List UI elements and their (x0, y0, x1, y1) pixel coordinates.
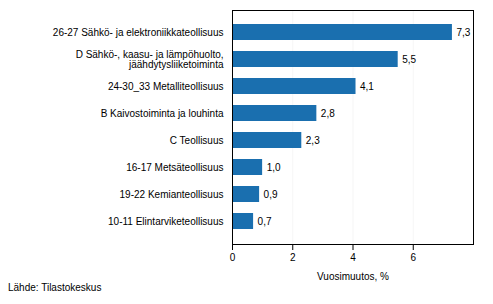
svg-text:5,5: 5,5 (402, 54, 416, 65)
svg-text:0: 0 (230, 252, 236, 263)
svg-text:2: 2 (290, 252, 296, 263)
svg-text:16-17 Metsäteollisuus: 16-17 Metsäteollisuus (126, 162, 223, 173)
svg-text:10-11 Elintarviketeollisuus: 10-11 Elintarviketeollisuus (108, 216, 223, 227)
svg-text:0,7: 0,7 (258, 216, 272, 227)
svg-text:6: 6 (410, 252, 416, 263)
svg-text:C Teollisuus: C Teollisuus (170, 135, 224, 146)
svg-text:19-22 Kemianteollisuus: 19-22 Kemianteollisuus (120, 189, 224, 200)
svg-text:D Sähkö-, kaasu- ja lämpöhuolt: D Sähkö-, kaasu- ja lämpöhuolto,jäähdyty… (76, 49, 224, 70)
svg-text:B Kaivostoiminta ja louhinta: B Kaivostoiminta ja louhinta (101, 108, 224, 119)
svg-text:4,1: 4,1 (360, 81, 374, 92)
svg-text:7,3: 7,3 (456, 27, 470, 38)
svg-text:2,3: 2,3 (306, 135, 320, 146)
svg-text:0,9: 0,9 (264, 189, 278, 200)
svg-text:24-30_33 Metalliteollisuus: 24-30_33 Metalliteollisuus (108, 81, 224, 92)
svg-text:Vuosimuutos, %: Vuosimuutos, % (317, 271, 389, 282)
svg-text:2,8: 2,8 (321, 108, 335, 119)
svg-text:1,0: 1,0 (267, 162, 281, 173)
svg-text:26-27 Sähkö- ja elektroniikkat: 26-27 Sähkö- ja elektroniikkateollisuus (53, 27, 224, 38)
svg-text:4: 4 (350, 252, 356, 263)
html-text:Lähde: Tilastokeskus: Lähde: Tilastokeskus (8, 282, 102, 293)
